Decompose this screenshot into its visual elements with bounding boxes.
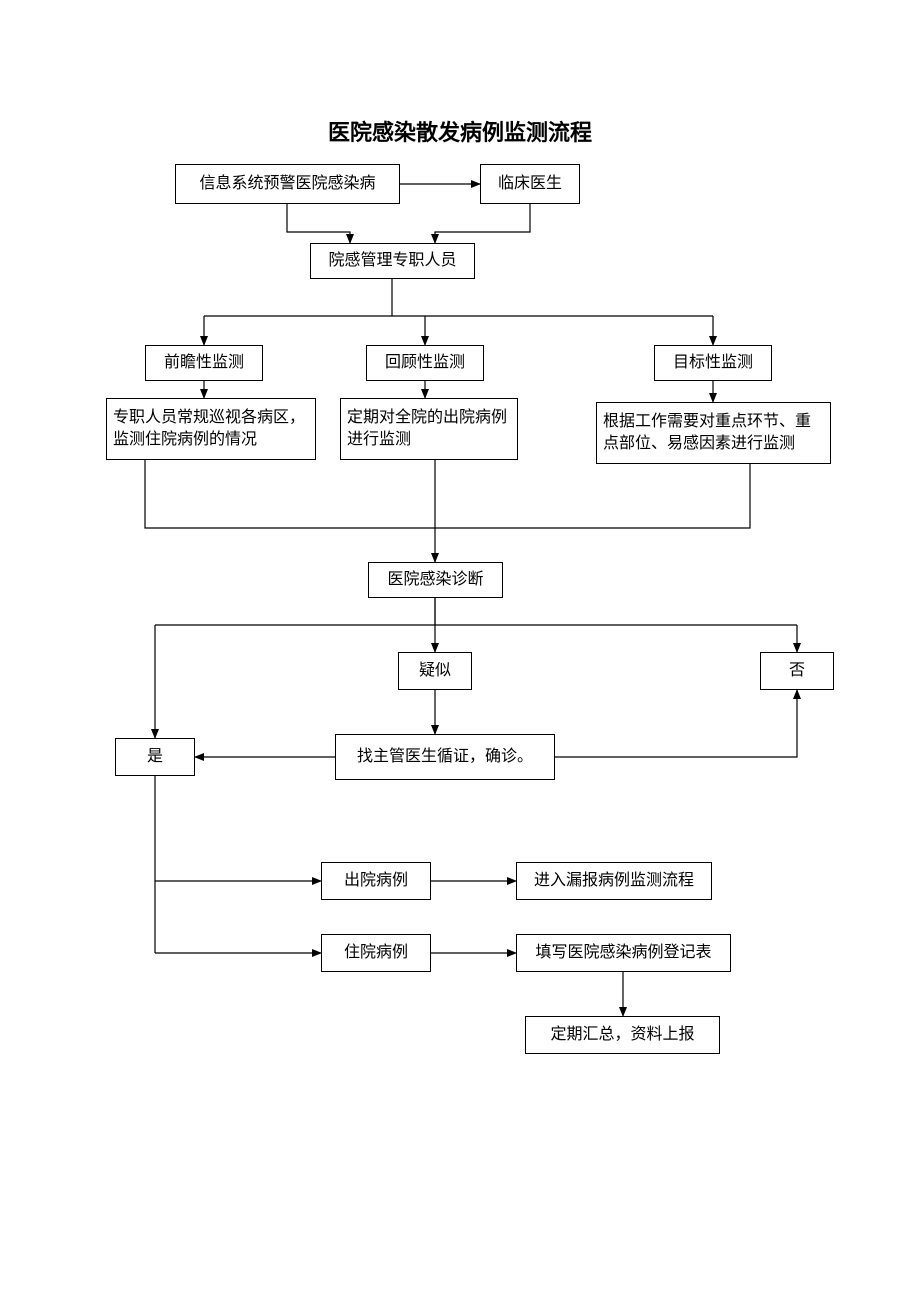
node-n19: 定期汇总，资料上报 xyxy=(525,1016,720,1054)
node-n5: 回顾性监测 xyxy=(366,345,484,381)
node-n1: 信息系统预警医院感染病 xyxy=(175,164,400,204)
edge xyxy=(435,204,530,243)
node-n9: 根据工作需要对重点环节、重点部位、易感因素进行监测 xyxy=(596,402,831,464)
node-n18: 填写医院感染病例登记表 xyxy=(516,934,731,972)
edge xyxy=(287,204,350,243)
diagram-title: 医院感染散发病例监测流程 xyxy=(0,115,920,147)
node-n17: 住院病例 xyxy=(321,934,431,972)
node-n11: 疑似 xyxy=(398,652,472,690)
flowchart: 医院感染散发病例监测流程 信息系统预警医院感染病 临床医生院感管理专职人员前瞻性监… xyxy=(0,0,920,1302)
edge xyxy=(555,690,797,757)
node-n12: 否 xyxy=(760,652,834,690)
edge xyxy=(435,464,750,528)
node-n7: 专职人员常规巡视各病区，监测住院病例的情况 xyxy=(106,398,316,460)
node-n2: 临床医生 xyxy=(480,164,580,204)
node-n6: 目标性监测 xyxy=(654,345,772,381)
edges-layer xyxy=(0,0,920,1302)
node-n13: 是 xyxy=(115,738,195,776)
node-n8: 定期对全院的出院病例进行监测 xyxy=(340,398,518,460)
edge xyxy=(145,460,435,528)
node-n10: 医院感染诊断 xyxy=(368,562,503,598)
node-n4: 前瞻性监测 xyxy=(145,345,263,381)
node-n15: 出院病例 xyxy=(321,862,431,900)
node-n14: 找主管医生循证，确诊。 xyxy=(335,734,555,780)
node-n16: 进入漏报病例监测流程 xyxy=(516,862,712,900)
node-n3: 院感管理专职人员 xyxy=(310,243,475,279)
